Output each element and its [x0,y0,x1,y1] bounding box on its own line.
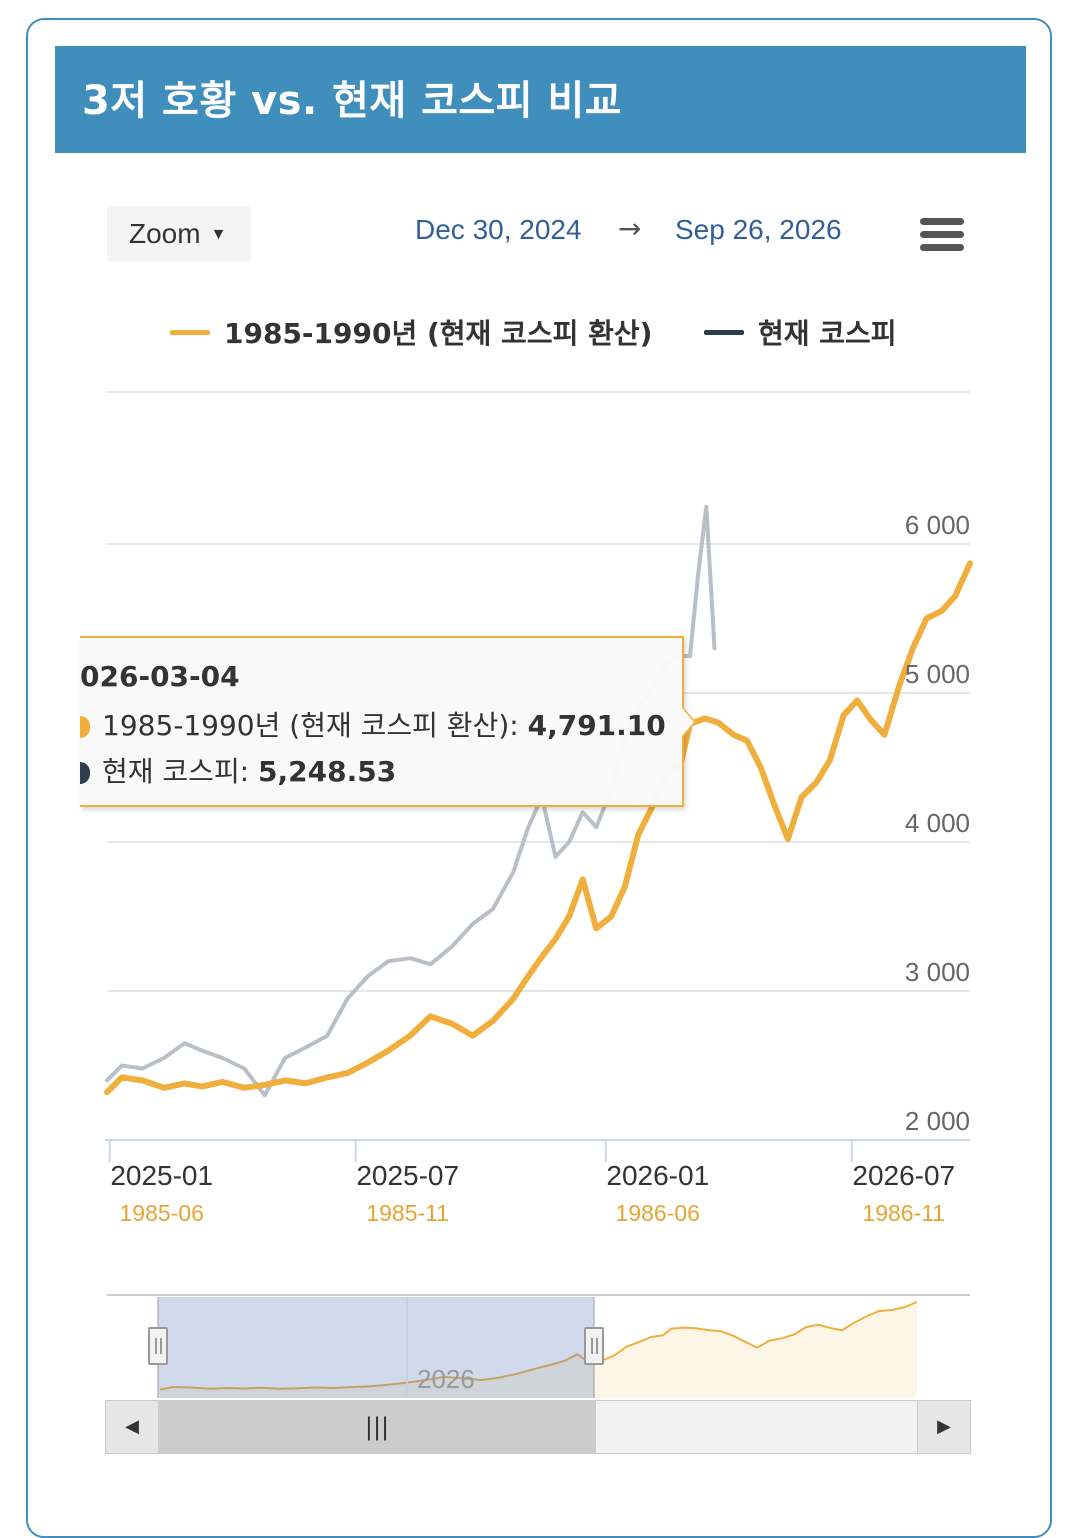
legend-label-current: 현재 코스피 [758,317,897,350]
legend-item-current[interactable]: 현재 코스피 [704,312,897,352]
y-tick-label: 3 000 [904,957,970,987]
legend-swatch-1985 [170,330,210,335]
tooltip-date: 026-03-04 [80,660,240,693]
zoom-label: Zoom [129,218,201,249]
legend-item-1985[interactable]: 1985-1990년 (현재 코스피 환산) [170,312,652,352]
x-tick-sublabel: 1985-11 [366,1200,450,1226]
chart-header: 3저 호황 vs. 현재 코스피 비교 [55,46,1026,153]
navigator-scrollbar-thumb[interactable]: ||| [158,1401,596,1453]
range-to-date[interactable]: Sep 26, 2026 [675,214,842,245]
hamburger-menu-icon[interactable] [920,218,964,254]
x-tick-sublabel: 1986-11 [862,1200,946,1226]
legend-swatch-current [704,330,744,335]
x-tick-label: 2025-07 [356,1160,460,1191]
x-tick-label: 2026-01 [606,1160,710,1191]
tooltip-dot-1985 [80,716,90,738]
series-line-1985 [104,560,973,1096]
chart-title: 3저 호황 vs. 현재 코스피 비교 [82,78,623,124]
x-tick-label: 2026-07 [852,1160,956,1191]
x-tick-sublabel: 1985-06 [119,1200,204,1226]
navigator-area [160,1302,917,1398]
range-from-date[interactable]: Dec 30, 2024 [415,214,582,245]
caret-down-icon: ▼ [210,226,227,243]
scroll-left-icon[interactable]: ◀ [105,1400,159,1454]
navigator-left-handle[interactable] [148,1327,168,1365]
y-tick-label: 5 000 [904,659,970,689]
tooltip-value-1985: 4,791.10 [527,709,666,742]
tooltip-row-current: 현재 코스피: 5,248.53 [80,750,396,790]
y-tick-label: 4 000 [904,808,970,838]
navigator-selection [158,1297,594,1398]
range-arrow: → [618,212,642,245]
tooltip-value-current: 5,248.53 [258,755,397,788]
tooltip-dot-current [80,762,90,784]
navigator-right-handle[interactable] [584,1327,604,1365]
x-tick-sublabel: 1986-06 [615,1200,700,1226]
scroll-right-icon[interactable]: ▶ [917,1400,971,1454]
y-tick-label: 6 000 [904,510,970,540]
navigator-year-label: 2026 [417,1364,475,1394]
legend-label-1985: 1985-1990년 (현재 코스피 환산) [224,317,653,350]
tooltip-row-1985: 1985-1990년 (현재 코스피 환산): 4,791.10 [80,704,666,744]
tooltip: 026-03-04 1985-1990년 (현재 코스피 환산): 4,791.… [80,636,684,807]
tooltip-label-current: 현재 코스피: [102,755,259,788]
y-tick-label: 2 000 [904,1106,970,1136]
x-tick-label: 2025-01 [110,1160,214,1191]
zoom-button[interactable]: Zoom ▼ [107,206,251,262]
tooltip-label-1985: 1985-1990년 (현재 코스피 환산): [102,709,528,742]
